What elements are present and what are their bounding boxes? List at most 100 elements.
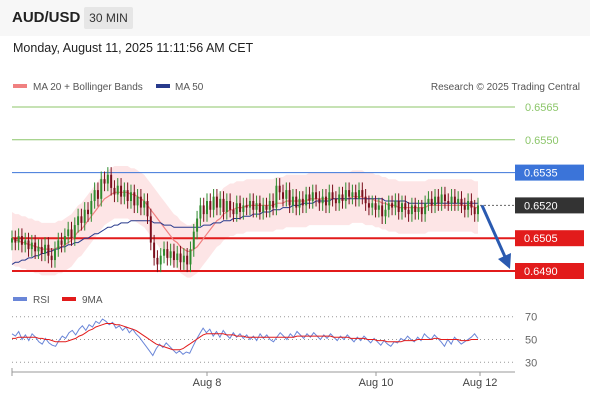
candle-body: [430, 198, 433, 206]
candle-body: [463, 205, 466, 210]
candle-body: [467, 201, 470, 210]
rsi-tick-label-30: 30: [525, 357, 537, 369]
candle-body: [129, 192, 132, 202]
candle-body: [331, 192, 334, 199]
time-axis: Aug 8 Aug 10 Aug 12: [11, 368, 515, 389]
candle-body: [169, 251, 172, 258]
candle-body: [77, 216, 80, 226]
candle-body: [212, 196, 215, 210]
candle-body: [371, 203, 374, 208]
candle-body: [202, 205, 205, 215]
candle-body: [305, 194, 308, 206]
candle-body: [457, 198, 460, 204]
symbol-label: AUD/USD: [12, 9, 81, 26]
ma50-legend-label: MA 50: [175, 82, 204, 93]
candle-body: [344, 190, 347, 202]
candle-body: [288, 190, 291, 206]
candle-body: [272, 201, 275, 208]
candle-body: [222, 198, 225, 212]
candle-body: [397, 201, 400, 212]
candle-body: [73, 225, 76, 239]
chart-header: AUD/USD 30 MIN: [0, 0, 590, 36]
candle-body: [126, 190, 129, 202]
candle-body: [311, 192, 314, 202]
candle-body: [334, 198, 337, 204]
candle-body: [460, 198, 463, 206]
candle-body: [268, 201, 271, 210]
candle-body: [199, 205, 202, 219]
candle-body: [182, 255, 185, 263]
candle-body: [87, 209, 90, 215]
candle-body: [153, 242, 156, 258]
candle-body: [30, 242, 33, 250]
candle-body: [434, 196, 437, 206]
candle-body: [374, 203, 377, 210]
candle-body: [34, 242, 37, 252]
candle-body: [367, 203, 370, 208]
level-badge-0.6520: [515, 197, 584, 214]
level-label-0.6505: 0.6505: [524, 233, 558, 245]
candle-body: [414, 205, 417, 212]
projection-arrow-shaft: [480, 204, 508, 260]
candle-body: [17, 236, 20, 243]
candle-body: [308, 194, 311, 202]
candle-body: [116, 185, 119, 195]
candle-body: [120, 185, 123, 197]
candle-body: [229, 201, 232, 210]
candle-body: [100, 179, 103, 199]
candle-body: [172, 251, 175, 261]
candle-body: [384, 209, 387, 217]
time-tick-label: Aug 8: [193, 377, 222, 389]
rsi-ma-legend-swatch: [62, 297, 76, 301]
candle-body: [232, 209, 235, 215]
moving-averages-layer: [11, 191, 478, 265]
candle-body: [215, 196, 218, 208]
candle-body: [50, 255, 53, 261]
candle-body: [106, 174, 109, 184]
candle-body: [328, 192, 331, 206]
candle-body: [57, 240, 60, 250]
level-badge-0.6505: [515, 230, 584, 247]
price-labels-layer: 0.6565 0.6550 0.6535 0.6520 0.6505 0.6490: [515, 102, 584, 279]
candle-body: [381, 205, 384, 217]
candle-body: [93, 190, 96, 202]
candle-body: [291, 196, 294, 206]
interval-button[interactable]: 30 MIN: [84, 7, 133, 29]
candle-body: [196, 218, 199, 232]
candle-body: [24, 240, 27, 245]
candle-body: [295, 196, 298, 208]
candle-body: [443, 194, 446, 202]
candle-body: [338, 194, 341, 204]
level-badge-0.6535: [515, 164, 584, 181]
candle-body: [110, 174, 113, 188]
candle-body: [139, 196, 142, 208]
candle-body: [255, 203, 258, 210]
candle-body: [377, 205, 380, 210]
candle-body: [248, 201, 251, 208]
candle-body: [407, 209, 410, 215]
candle-body: [473, 207, 476, 215]
candle-body: [354, 192, 357, 199]
candle-body: [163, 249, 166, 256]
candle-body: [192, 231, 195, 250]
rsi-ma-line: [12, 323, 478, 351]
candle-body: [209, 201, 212, 210]
rsi-tick-label-50: 50: [525, 335, 537, 347]
candle-body: [265, 205, 268, 210]
candle-body: [179, 253, 182, 263]
candle-body: [20, 236, 23, 245]
candle-body: [351, 192, 354, 197]
candle-body: [113, 187, 116, 195]
projection-arrow-layer: [480, 204, 511, 269]
candle-body: [404, 203, 407, 210]
candle-body: [225, 201, 228, 212]
candle-body: [83, 209, 86, 223]
candle-body: [358, 190, 361, 199]
rsi-line: [11, 318, 479, 357]
rsi-legend: RSI 9MA: [13, 295, 103, 306]
candle-body: [176, 253, 179, 261]
candle-body: [282, 192, 284, 199]
candle-body: [364, 196, 367, 204]
candle-body: [96, 190, 99, 199]
